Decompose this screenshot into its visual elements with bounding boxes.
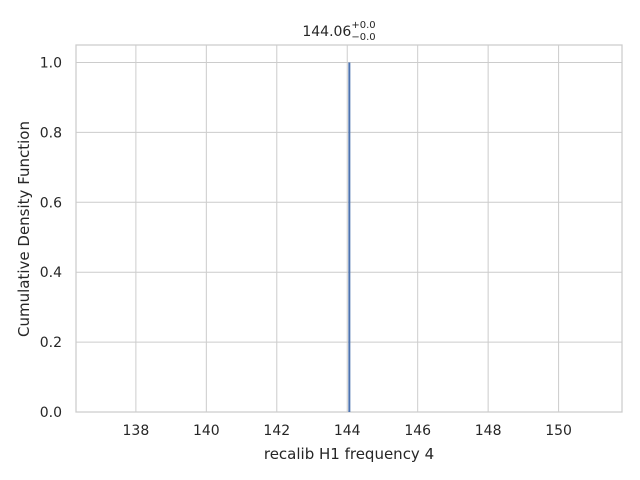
x-tick-label: 150 bbox=[545, 423, 572, 439]
y-axis-label: Cumulative Density Function bbox=[15, 121, 33, 337]
chart-title: 144.06+0.0 −0.0 bbox=[302, 20, 375, 43]
x-tick-label: 144 bbox=[334, 423, 361, 439]
title-lower-error: −0.0 bbox=[351, 32, 375, 43]
x-axis-label: recalib H1 frequency 4 bbox=[264, 445, 434, 463]
x-tick-label: 148 bbox=[475, 423, 502, 439]
y-tick-label: 0.8 bbox=[40, 125, 62, 141]
y-tick-label: 1.0 bbox=[40, 55, 62, 71]
title-value: 144.06 bbox=[302, 24, 351, 40]
title-upper-error: +0.0 bbox=[351, 20, 375, 31]
y-tick-label: 0.4 bbox=[40, 265, 62, 281]
y-tick-labels: 0.0 0.2 0.4 0.6 0.8 1.0 bbox=[40, 55, 62, 421]
y-tick-label: 0.0 bbox=[40, 405, 62, 421]
x-tick-label: 146 bbox=[404, 423, 431, 439]
y-tick-label: 0.6 bbox=[40, 195, 62, 211]
x-tick-label: 140 bbox=[193, 423, 220, 439]
y-tick-label: 0.2 bbox=[40, 335, 62, 351]
x-tick-label: 138 bbox=[123, 423, 150, 439]
x-tick-labels: 138 140 142 144 146 148 150 bbox=[123, 423, 572, 439]
x-tick-label: 142 bbox=[263, 423, 290, 439]
